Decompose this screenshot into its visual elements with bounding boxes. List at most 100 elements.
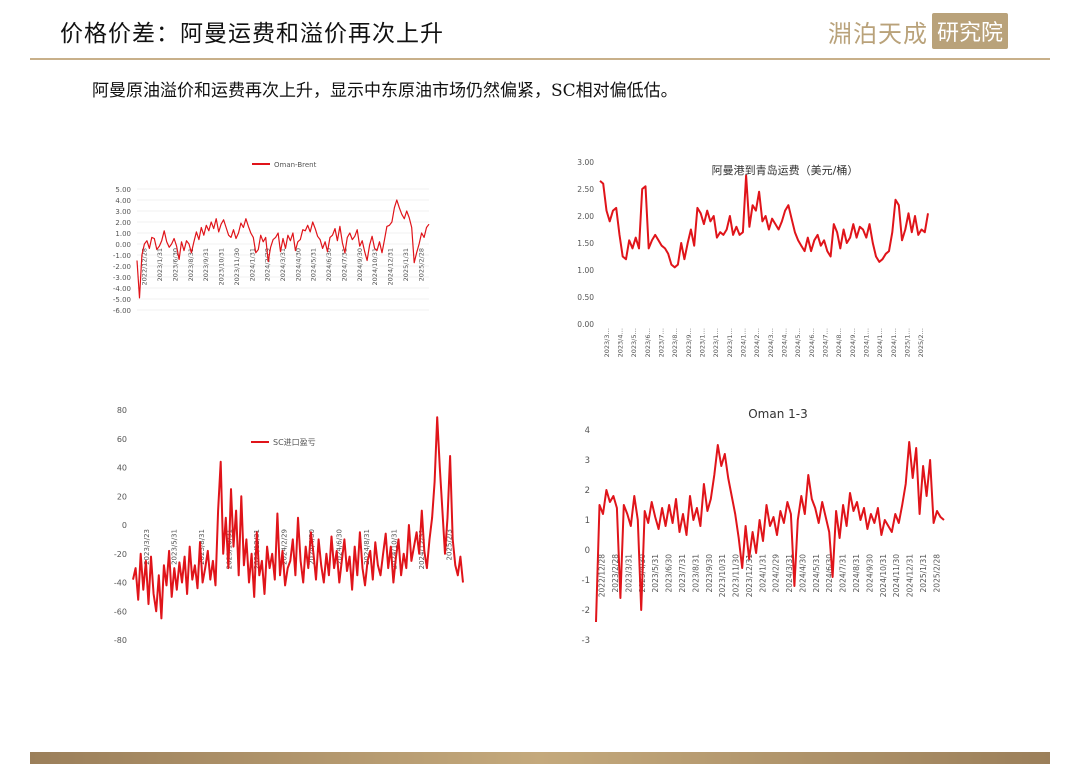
x-tick-label: 2023/7/31 <box>678 554 687 593</box>
y-tick-label: 40 <box>117 464 127 473</box>
x-tick-label: 2023/6/30 <box>171 248 179 281</box>
series-line <box>136 199 430 299</box>
x-tick-label: 2025/2/28 <box>417 248 425 281</box>
x-tick-label: 2023/1… <box>726 328 734 357</box>
series-line <box>132 416 464 620</box>
y-tick-label: 0.00 <box>115 241 131 249</box>
x-tick-label: 2023/8… <box>671 328 679 357</box>
x-tick-label: 2025/2… <box>917 328 925 357</box>
y-tick-label: 0 <box>122 521 127 530</box>
y-tick-label: 60 <box>117 435 127 444</box>
freight-chart: 3.00 2.50 2.00 1.50 1.00 0.50 0.00 2023/3… 2023/… <box>577 158 929 357</box>
sc-import-profit-chart: 80 60 40 20 0 -20 -40 -60 -80 2023/3/23 2023/5/31 2… <box>114 406 464 645</box>
x-tick-label: 2023/8/31 <box>198 529 206 565</box>
y-tick-label: 0.50 <box>577 293 594 302</box>
legend-label: Oman-Brent <box>274 161 317 169</box>
x-tick-label: 2024/10/31 <box>879 554 888 597</box>
x-tick-label: 2023/8/31 <box>691 554 700 593</box>
x-tick-label: 2024/7… <box>822 328 830 357</box>
y-tick-label: 1.00 <box>577 266 594 275</box>
y-tick-label: 2.00 <box>577 212 594 221</box>
y-tick-label: -3.00 <box>113 274 131 282</box>
logo-box: 研究院 <box>932 13 1009 49</box>
series-line <box>599 174 929 269</box>
x-tick-label: 2024/12/31 <box>906 554 915 597</box>
x-tick-label: 2024/6/30 <box>825 554 834 593</box>
x-tick-label: 2023/1… <box>699 328 707 357</box>
y-tick-label: -40 <box>114 579 127 588</box>
x-tick-label: 2024/8/31 <box>852 554 861 593</box>
x-tick-label: 2023/12/31 <box>745 554 754 597</box>
y-tick-label: 1 <box>585 516 590 526</box>
x-tick-label: 2024/9/30 <box>356 248 364 281</box>
x-tick-label: 2023/2/28 <box>611 554 620 593</box>
x-tick-label: 2024/7/31 <box>839 554 848 593</box>
x-tick-label: 2025/1/31 <box>402 248 410 281</box>
x-tick-label: 2023/11/30 <box>732 554 741 597</box>
x-tick-label: 2024/6… <box>808 328 816 357</box>
x-tick-label: 2023/11/30 <box>233 248 241 285</box>
chart-legend: Oman-Brent <box>252 161 317 169</box>
x-tick-label: 2023/5/31 <box>170 529 178 565</box>
y-tick-label: 4.00 <box>115 197 131 205</box>
x-tick-label: 2023/10/31 <box>218 248 226 285</box>
x-tick-label: 2024/4… <box>781 328 789 357</box>
y-tick-label: -20 <box>114 550 127 559</box>
x-tick-label: 2024/8… <box>835 328 843 357</box>
x-tick-label: 2022/12/28 <box>141 248 149 285</box>
x-tick-label: 2024/12/31 <box>418 529 426 569</box>
x-tick-label: 2024/1… <box>740 328 748 357</box>
x-tick-label: 2023/3… <box>603 328 611 357</box>
x-tick-label: 2024/9/30 <box>865 554 874 593</box>
y-tick-label: -80 <box>114 636 127 645</box>
x-tick-label: 2024/5… <box>794 328 802 357</box>
y-tick-label: -6.00 <box>113 307 131 315</box>
x-tick-label: 2024/9… <box>849 328 857 357</box>
chart-title: 阿曼港到青岛运费（美元/桶） <box>712 163 859 177</box>
x-tick-label: 2023/4… <box>617 328 625 357</box>
y-tick-label: 3.00 <box>577 158 594 167</box>
y-tick-label: 3 <box>585 456 590 466</box>
y-tick-label: 80 <box>117 406 127 415</box>
x-tick-label: 2024/1/31 <box>758 554 767 593</box>
x-tick-label: 2024/6/30 <box>335 529 343 565</box>
chart-title: Oman 1-3 <box>748 407 808 421</box>
company-logo: 淵泊天成 研究院 <box>828 12 1009 50</box>
y-tick-label: -2.00 <box>113 263 131 271</box>
x-tick-label: 2023/1/31 <box>156 248 164 281</box>
x-tick-label: 2023/10/31 <box>718 554 727 597</box>
oman-brent-chart: 5.00 4.00 3.00 2.00 1.00 0.00 -1.00 -2.00 -3.00 -… <box>113 161 430 315</box>
y-tick-label: -4.00 <box>113 285 131 293</box>
logo-text: 淵泊天成 <box>828 19 928 48</box>
x-tick-label: 2024/4/30 <box>798 554 807 593</box>
x-tick-label: 2024/2/29 <box>264 248 272 281</box>
x-tick-label: 2023/1… <box>712 328 720 357</box>
x-tick-label: 2025/2/3 <box>445 529 453 560</box>
footer-bar <box>30 752 1050 764</box>
x-tick-label: 2023/3/23 <box>143 529 151 565</box>
y-tick-label: 20 <box>117 492 127 501</box>
x-tick-label: 2023/6… <box>644 328 652 357</box>
y-tick-label: 5.00 <box>115 186 131 194</box>
x-tick-label: 2024/10/31 <box>390 529 398 569</box>
legend-label: SC进口盈亏 <box>273 438 316 447</box>
x-tick-label: 2024/7/31 <box>340 248 348 281</box>
x-tick-label: 2024/5/31 <box>812 554 821 593</box>
y-tick-label: 1.50 <box>577 239 594 248</box>
x-tick-label: 2024/1/31 <box>248 248 256 281</box>
chart-legend: SC进口盈亏 <box>251 438 316 447</box>
y-tick-label: -3 <box>582 636 590 646</box>
y-tick-label: -2 <box>582 606 590 616</box>
x-tick-label: 2023/9/30 <box>705 554 714 593</box>
x-tick-label: 2024/10/31 <box>371 248 379 285</box>
x-tick-label: 2022/12/28 <box>598 554 607 597</box>
x-tick-label: 2023/5/31 <box>651 554 660 593</box>
x-tick-label: 2023/3/31 <box>624 554 633 593</box>
x-tick-label: 2024/3/31 <box>785 554 794 593</box>
y-tick-label: 4 <box>585 426 590 436</box>
page-title: 价格价差：阿曼运费和溢价再次上升 <box>60 21 444 47</box>
y-tick-label: 0.00 <box>577 320 594 329</box>
x-tick-label: 2024/4/30 <box>294 248 302 281</box>
x-tick-label: 2023/9/31 <box>202 248 210 281</box>
x-tick-label: 2025/1/31 <box>919 554 928 593</box>
